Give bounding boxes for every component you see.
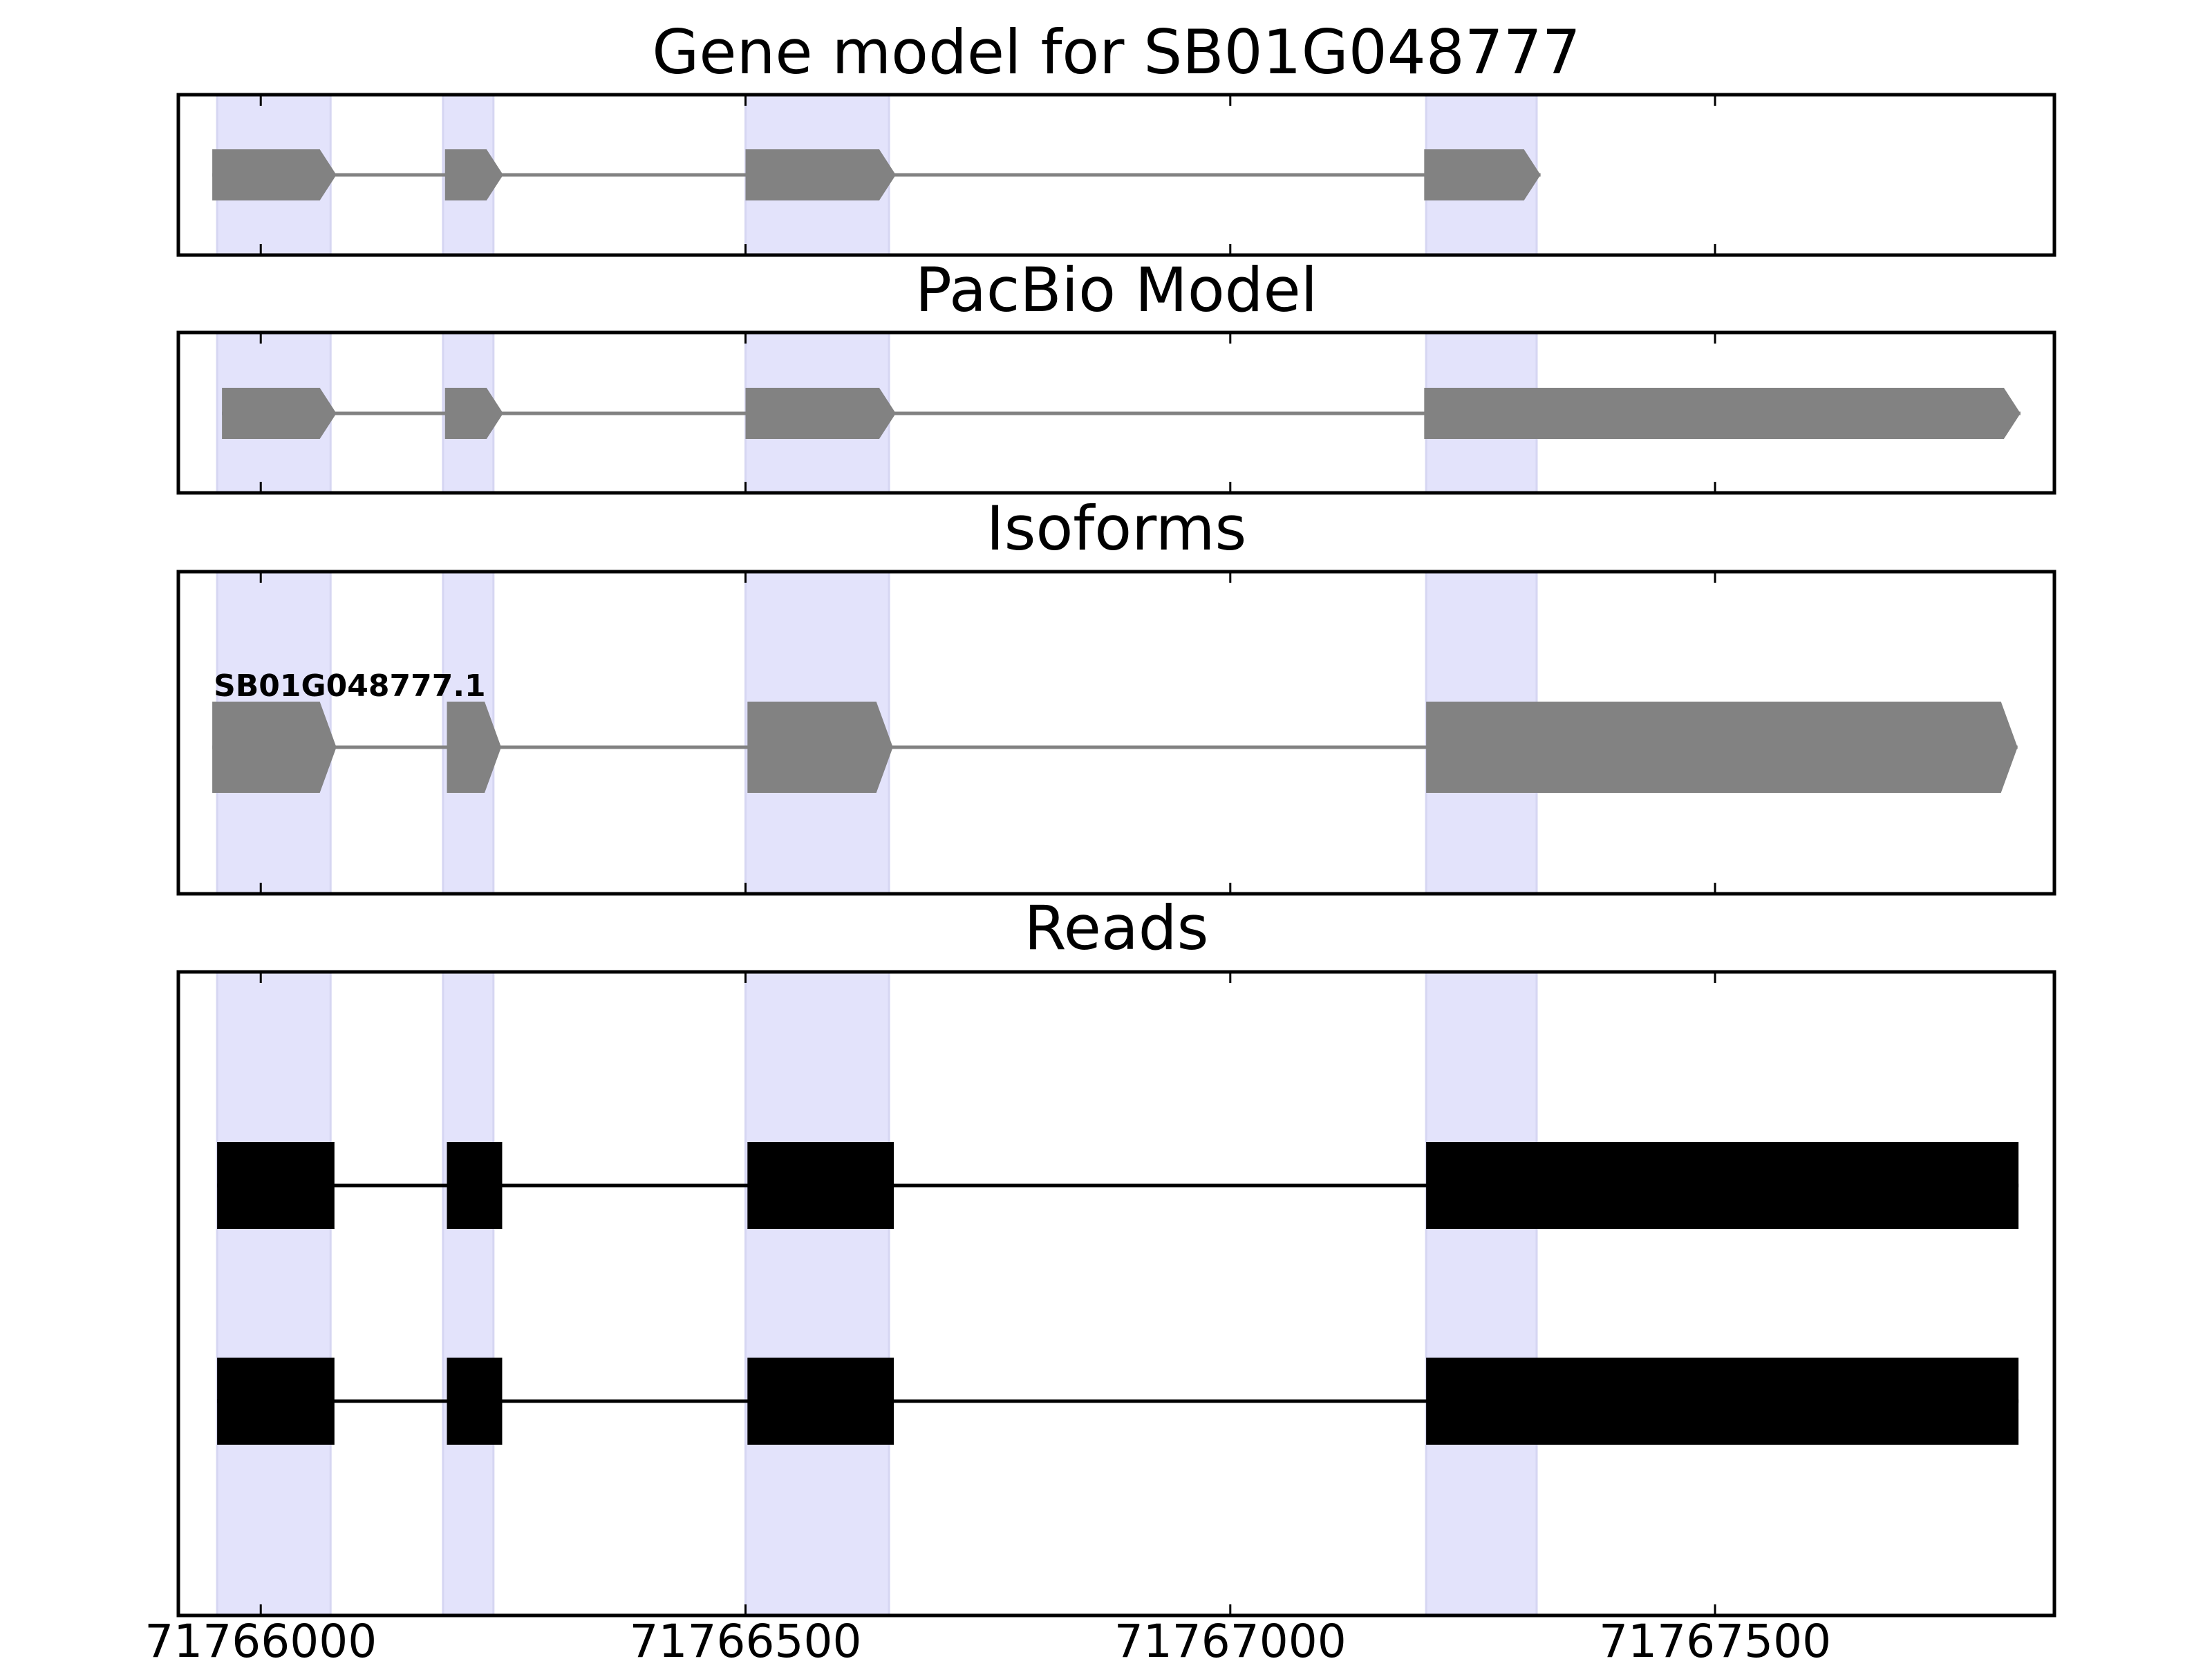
exon-block bbox=[444, 149, 503, 200]
exon-block bbox=[447, 702, 502, 793]
exon-block bbox=[222, 388, 337, 439]
x-tick-label: 71767000 bbox=[1114, 1615, 1347, 1659]
exon-block bbox=[745, 149, 896, 200]
panel-frame bbox=[176, 970, 2056, 1618]
read-exon-block bbox=[747, 1358, 894, 1445]
read-exon-block bbox=[747, 1142, 894, 1229]
read-exon-block bbox=[217, 1142, 335, 1229]
panel-title: Isoforms bbox=[986, 493, 1247, 564]
exon-block bbox=[1424, 149, 1541, 200]
exon-block bbox=[212, 149, 337, 200]
exon-block bbox=[747, 702, 893, 793]
panel-title: Reads bbox=[1024, 892, 1209, 964]
panel-reads: Reads bbox=[176, 892, 2056, 1618]
exon-block bbox=[745, 388, 896, 439]
exon-block bbox=[1424, 388, 2021, 439]
read-exon-block bbox=[217, 1358, 335, 1445]
panel-title: Gene model for SB01G048777 bbox=[652, 17, 1581, 88]
panel-isoforms: Isoforms SB01G048777.1 bbox=[176, 493, 2056, 896]
x-tick-label: 71766500 bbox=[630, 1615, 862, 1659]
read-exon-block bbox=[447, 1358, 503, 1445]
highlight-region bbox=[216, 971, 332, 1617]
read-exon-block bbox=[1426, 1358, 2019, 1445]
highlight-region bbox=[1425, 971, 1538, 1617]
panel-frame bbox=[176, 570, 2056, 896]
highlight-region bbox=[442, 971, 495, 1617]
panel-frame bbox=[176, 93, 2056, 257]
highlight-region bbox=[744, 971, 890, 1617]
panel-title: PacBio Model bbox=[915, 254, 1318, 326]
panel-frame bbox=[176, 330, 2056, 495]
panel-gene-model-for-sb01g048777: Gene model for SB01G048777 bbox=[176, 17, 2056, 257]
x-tick-label: 71767500 bbox=[1599, 1615, 1831, 1659]
read-exon-block bbox=[447, 1142, 503, 1229]
exon-block bbox=[1426, 702, 2018, 793]
panel-pacbio-model: PacBio Model bbox=[176, 254, 2056, 495]
isoform-label: SB01G048777.1 bbox=[214, 668, 486, 704]
exon-block bbox=[212, 702, 337, 793]
exon-block bbox=[444, 388, 503, 439]
x-tick-label: 71766000 bbox=[144, 1615, 377, 1659]
read-exon-block bbox=[1426, 1142, 2019, 1229]
